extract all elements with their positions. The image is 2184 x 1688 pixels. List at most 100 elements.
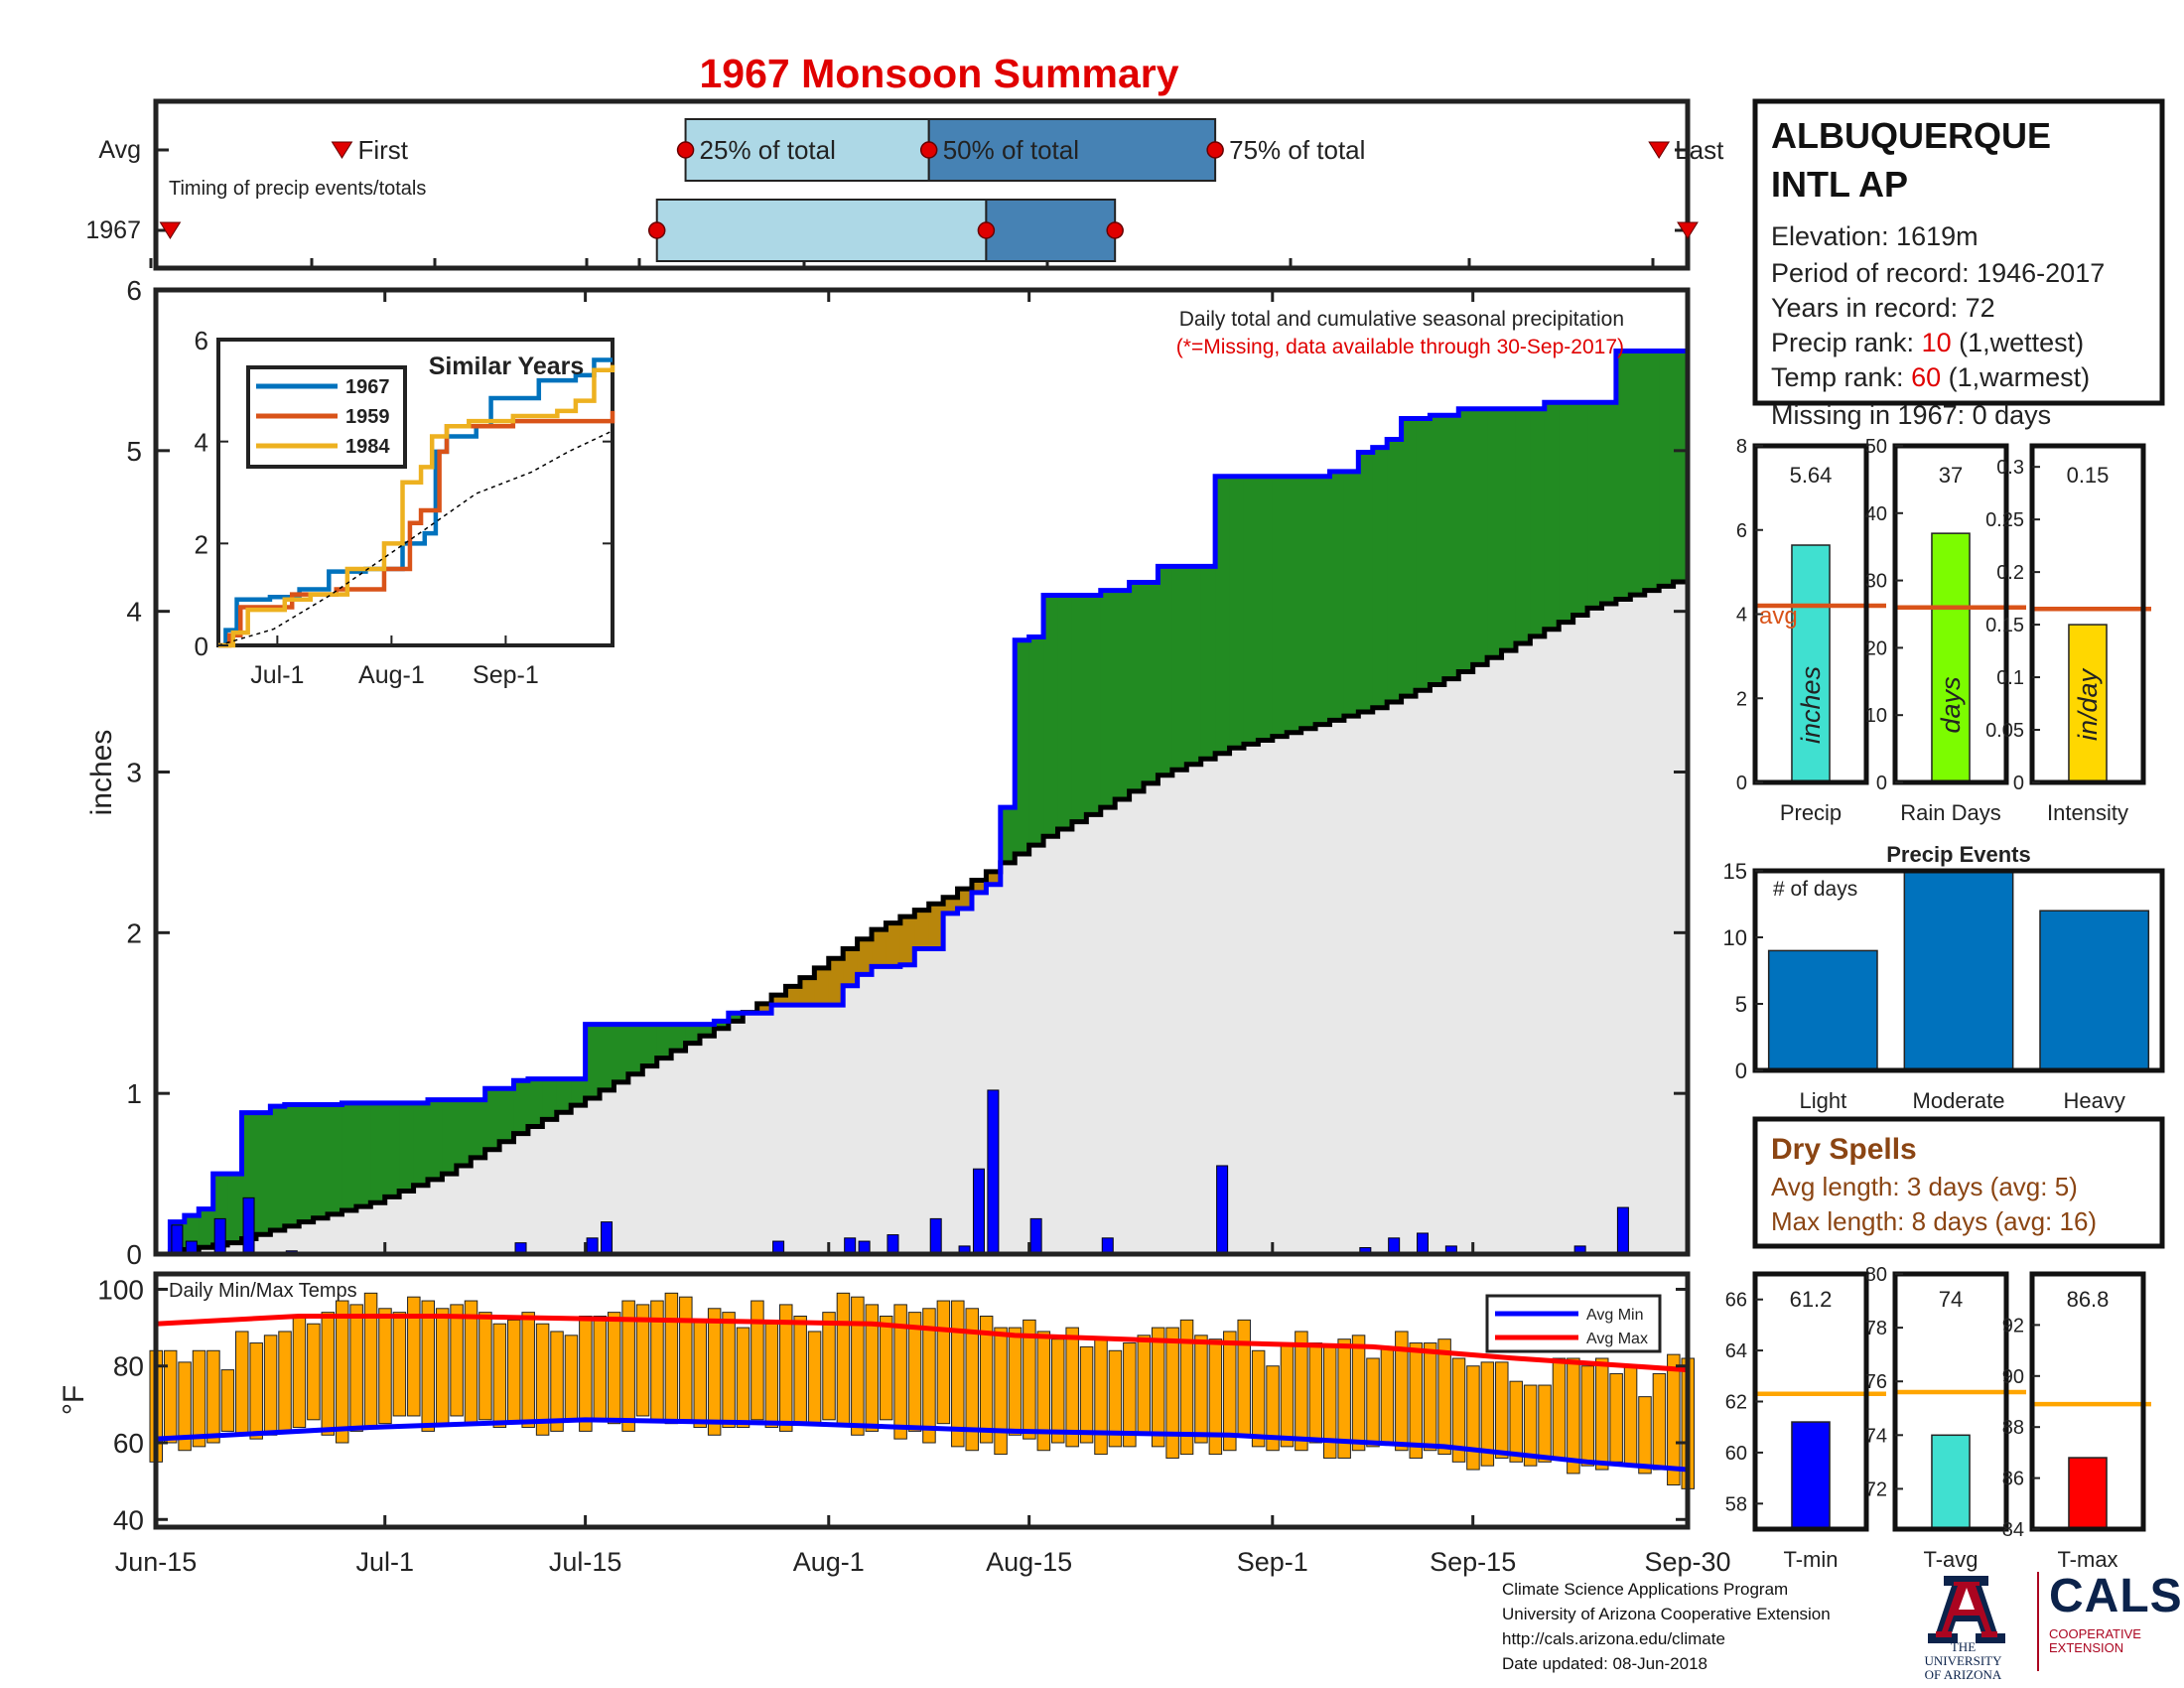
daily-temp-bar [922, 1308, 936, 1444]
above-average-fill [1171, 566, 1187, 771]
cals-subtitle: EXTENSION [2049, 1640, 2124, 1655]
temps-y-tick-label: 100 [97, 1274, 144, 1305]
daily-temp-bar [1523, 1384, 1538, 1467]
above-average-fill [1086, 595, 1102, 815]
daily-temp-bar [392, 1312, 407, 1417]
timing-pct-label: 75% of total [1229, 135, 1365, 165]
chart-annotation: Daily total and cumulative seasonal prec… [1179, 308, 1624, 331]
daily-temp-bar [1437, 1338, 1451, 1456]
above-average-fill [1028, 636, 1044, 846]
above-average-fill [270, 1106, 286, 1231]
daily-temp-bar [178, 1361, 192, 1452]
daily-temp-bar [435, 1308, 450, 1425]
inset-series-line-1959 [218, 410, 615, 648]
daily-temp-bar [851, 1296, 865, 1436]
x-tick-label: Sep-30 [1644, 1547, 1730, 1577]
inset-y-tick-label: 6 [195, 326, 208, 355]
below-average-fill [843, 948, 859, 986]
daily-temp-bar [736, 1327, 751, 1429]
footer-line: Climate Science Applications Program [1502, 1580, 1789, 1599]
above-average-fill [1200, 566, 1216, 760]
daily-precip-bar [972, 1168, 985, 1255]
below-average-fill [872, 929, 887, 967]
small-panel-tick-label: 6 [1736, 520, 1747, 542]
above-average-fill [1300, 476, 1316, 729]
above-average-fill [513, 1080, 529, 1134]
above-average-fill [1315, 476, 1331, 725]
daily-temp-bar [363, 1292, 378, 1429]
x-tick-label: Aug-1 [793, 1547, 865, 1577]
small-panel-tick-label: 92 [2002, 1315, 2024, 1336]
above-average-fill [227, 1174, 243, 1243]
daily-temp-bar [1065, 1327, 1079, 1448]
daily-temp-bar [836, 1292, 851, 1425]
above-average-fill [1387, 439, 1403, 702]
daily-temp-bar [1409, 1342, 1424, 1459]
daily-precip-bar [987, 1089, 1000, 1255]
inset-legend-label: 1984 [345, 436, 390, 458]
daily-temp-bar [321, 1312, 336, 1436]
small-panel-tick-label: 74 [1865, 1425, 1887, 1447]
above-average-fill [1372, 447, 1388, 708]
daily-temp-bar [793, 1316, 807, 1425]
small-panel-tick-label: 30 [1865, 571, 1887, 593]
above-average-fill [1601, 402, 1617, 604]
above-average-fill [1272, 476, 1288, 737]
daily-temp-bar [1023, 1319, 1036, 1440]
y-tick-label: 2 [126, 917, 142, 948]
cals-logo: CALS COOPERATIVE EXTENSION [2049, 1572, 2182, 1655]
small-panel-frame [2029, 1271, 2146, 1532]
stat-value-label: 61.2 [1790, 1287, 1833, 1312]
above-average-fill [714, 1021, 730, 1029]
daily-temp-bar [1395, 1331, 1409, 1452]
small-panel-tick-label: 0.3 [1996, 457, 2024, 479]
station-info-box: ALBUQUERQUE INTL AP Elevation: 1619m Period… [1752, 98, 2165, 430]
daily-temp-bar [307, 1323, 321, 1421]
event-category-label: Moderate [1913, 1088, 2005, 1113]
timing-percentile-marker [647, 221, 666, 239]
above-average-fill [299, 1104, 315, 1222]
above-average-fill [370, 1102, 386, 1203]
above-average-fill [1215, 476, 1231, 754]
daily-temp-bar [865, 1304, 880, 1432]
daily-temp-bar [1165, 1327, 1179, 1459]
timing-percentile-marker [676, 141, 695, 159]
daily-temp-bar [378, 1308, 392, 1425]
daily-temp-bar [679, 1296, 693, 1421]
daily-temp-bar [1638, 1396, 1652, 1475]
x-tick-label: Sep-15 [1430, 1547, 1516, 1577]
daily-temp-bar [779, 1304, 793, 1432]
stat-value-label: 74 [1939, 1287, 1963, 1312]
above-average-fill [1501, 408, 1517, 651]
daily-temp-bar [1050, 1338, 1065, 1444]
stat-category-label: Precip [1780, 800, 1842, 825]
inset-series-line-1967 [218, 357, 613, 648]
daily-temp-bar [1151, 1327, 1165, 1448]
daily-precip-bar [1616, 1206, 1629, 1255]
inset-x-tick-label: Jul-1 [250, 661, 304, 689]
above-average-fill [685, 1024, 701, 1044]
above-average-fill [284, 1104, 300, 1226]
daily-temp-bar [1179, 1319, 1194, 1456]
daily-temp-bar [450, 1304, 464, 1417]
y-tick-label: 5 [126, 436, 142, 467]
temps-frame [153, 1271, 1691, 1530]
ua-line: OF ARIZONA [1924, 1667, 2002, 1682]
cumulative-precip-chart: 0 1 2 3 4 5 6 inches Daily total and cumulative … [85, 275, 1691, 1270]
daily-temp-bar [751, 1300, 764, 1421]
small-panel-tick-label: 0 [1876, 773, 1887, 794]
event-category-label: Light [1799, 1088, 1846, 1113]
daily-temp-bar [1036, 1331, 1051, 1452]
daily-temp-bar [907, 1312, 922, 1432]
above-average-fill [1115, 590, 1131, 800]
small-panel-tick-label: 0.05 [1985, 720, 2024, 742]
stat-category-label: T-min [1784, 1547, 1839, 1572]
above-average-fill [1158, 566, 1173, 775]
footer-link[interactable]: http://cals.arizona.edu/climate [1502, 1629, 1725, 1648]
small-panel-tick-label: 0 [2013, 773, 2024, 794]
stat-value-label: 86.8 [2067, 1287, 2110, 1312]
daily-temp-bar [163, 1349, 178, 1444]
below-average-fill [886, 922, 901, 967]
precip-events-chart: Light Moderate Heavy 0 5 10 15 Precip Events # o… [1723, 842, 2165, 1113]
inset-y-tick-label: 2 [195, 529, 208, 559]
